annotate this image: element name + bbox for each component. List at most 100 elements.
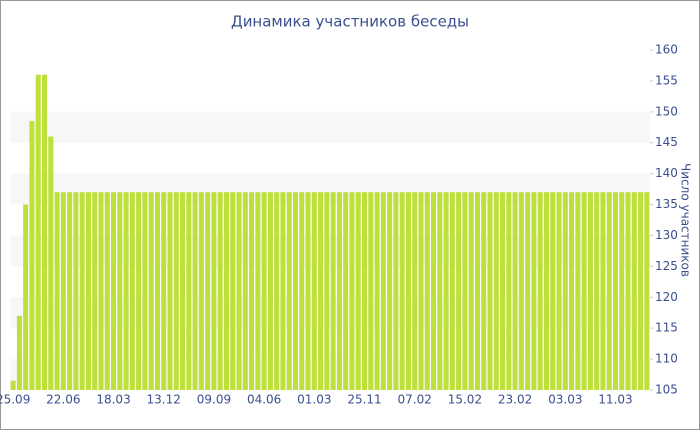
bar: [129, 192, 135, 390]
y-tick-label: 155: [655, 73, 678, 87]
bar: [280, 192, 286, 390]
x-tick-label: 25.09: [0, 393, 30, 407]
bar: [167, 192, 173, 390]
bar: [531, 192, 537, 390]
x-tick-label: 25.11: [347, 393, 381, 407]
bar: [387, 192, 393, 390]
x-tick-label: 04.06: [247, 393, 281, 407]
bar: [142, 192, 148, 390]
bar: [286, 192, 292, 390]
bar: [399, 192, 405, 390]
bar: [73, 192, 79, 390]
x-tick-label: 15.02: [448, 393, 482, 407]
x-tick-label: 09.09: [197, 393, 231, 407]
bar: [412, 192, 418, 390]
x-tick-label: 11.03: [598, 393, 632, 407]
bar: [512, 192, 518, 390]
bar: [456, 192, 462, 390]
bar: [355, 192, 361, 390]
bar: [393, 192, 399, 390]
bar: [161, 192, 167, 390]
bar: [380, 192, 386, 390]
y-tick-label: 120: [655, 290, 678, 304]
bar: [500, 192, 506, 390]
x-tick-label: 13.12: [147, 393, 181, 407]
bar: [336, 192, 342, 390]
bar: [98, 192, 104, 390]
bar: [493, 192, 499, 390]
y-tick-label: 135: [655, 197, 678, 211]
bar: [180, 192, 186, 390]
bar: [462, 192, 468, 390]
x-tick-label: 01.03: [297, 393, 331, 407]
bar: [154, 192, 160, 390]
bar: [261, 192, 267, 390]
bar: [104, 192, 110, 390]
bar: [318, 192, 324, 390]
bar: [487, 192, 493, 390]
bar: [249, 192, 255, 390]
bar: [242, 192, 248, 390]
y-tick-label: 115: [655, 321, 678, 335]
x-tick-label: 22.06: [46, 393, 80, 407]
y-tick-label: 145: [655, 135, 678, 149]
bar: [123, 192, 129, 390]
bar: [431, 192, 437, 390]
bar: [562, 192, 568, 390]
bar: [230, 192, 236, 390]
bar: [644, 192, 650, 390]
bar: [54, 192, 60, 390]
bar: [594, 192, 600, 390]
bar: [217, 192, 223, 390]
grid-band: [10, 173, 650, 205]
bar: [550, 192, 556, 390]
bar: [29, 121, 35, 390]
bar: [10, 380, 16, 390]
bar: [299, 192, 305, 390]
bar: [569, 192, 575, 390]
bar: [211, 192, 217, 390]
bar: [223, 192, 229, 390]
bar: [362, 192, 368, 390]
bar: [148, 192, 154, 390]
bar: [437, 192, 443, 390]
bar: [60, 192, 66, 390]
bar: [267, 192, 273, 390]
bar: [612, 192, 618, 390]
bar: [274, 192, 280, 390]
bar: [111, 192, 117, 390]
bar: [537, 192, 543, 390]
bar: [625, 192, 631, 390]
grid-band: [10, 235, 650, 267]
bar: [638, 192, 644, 390]
bar: [42, 74, 48, 391]
bar: [543, 192, 549, 390]
bar: [35, 74, 41, 391]
y-tick-label: 125: [655, 259, 678, 273]
bar: [600, 192, 606, 390]
bar: [330, 192, 336, 390]
bar: [474, 192, 480, 390]
bar: [343, 192, 349, 390]
grid-band: [10, 297, 650, 329]
bar: [48, 136, 54, 390]
bar: [506, 192, 512, 390]
grid-band: [10, 359, 650, 390]
grid-band: [10, 111, 650, 143]
bar: [468, 192, 474, 390]
bar: [236, 192, 242, 390]
bar: [556, 192, 562, 390]
bar: [443, 192, 449, 390]
bar: [481, 192, 487, 390]
bar: [587, 192, 593, 390]
bar: [518, 192, 524, 390]
bar: [619, 192, 625, 390]
bar: [525, 192, 531, 390]
bar: [79, 192, 85, 390]
bar: [305, 192, 311, 390]
bar: [418, 192, 424, 390]
bar: [85, 192, 91, 390]
x-tick-label: 07.02: [398, 393, 432, 407]
bar: [117, 192, 123, 390]
